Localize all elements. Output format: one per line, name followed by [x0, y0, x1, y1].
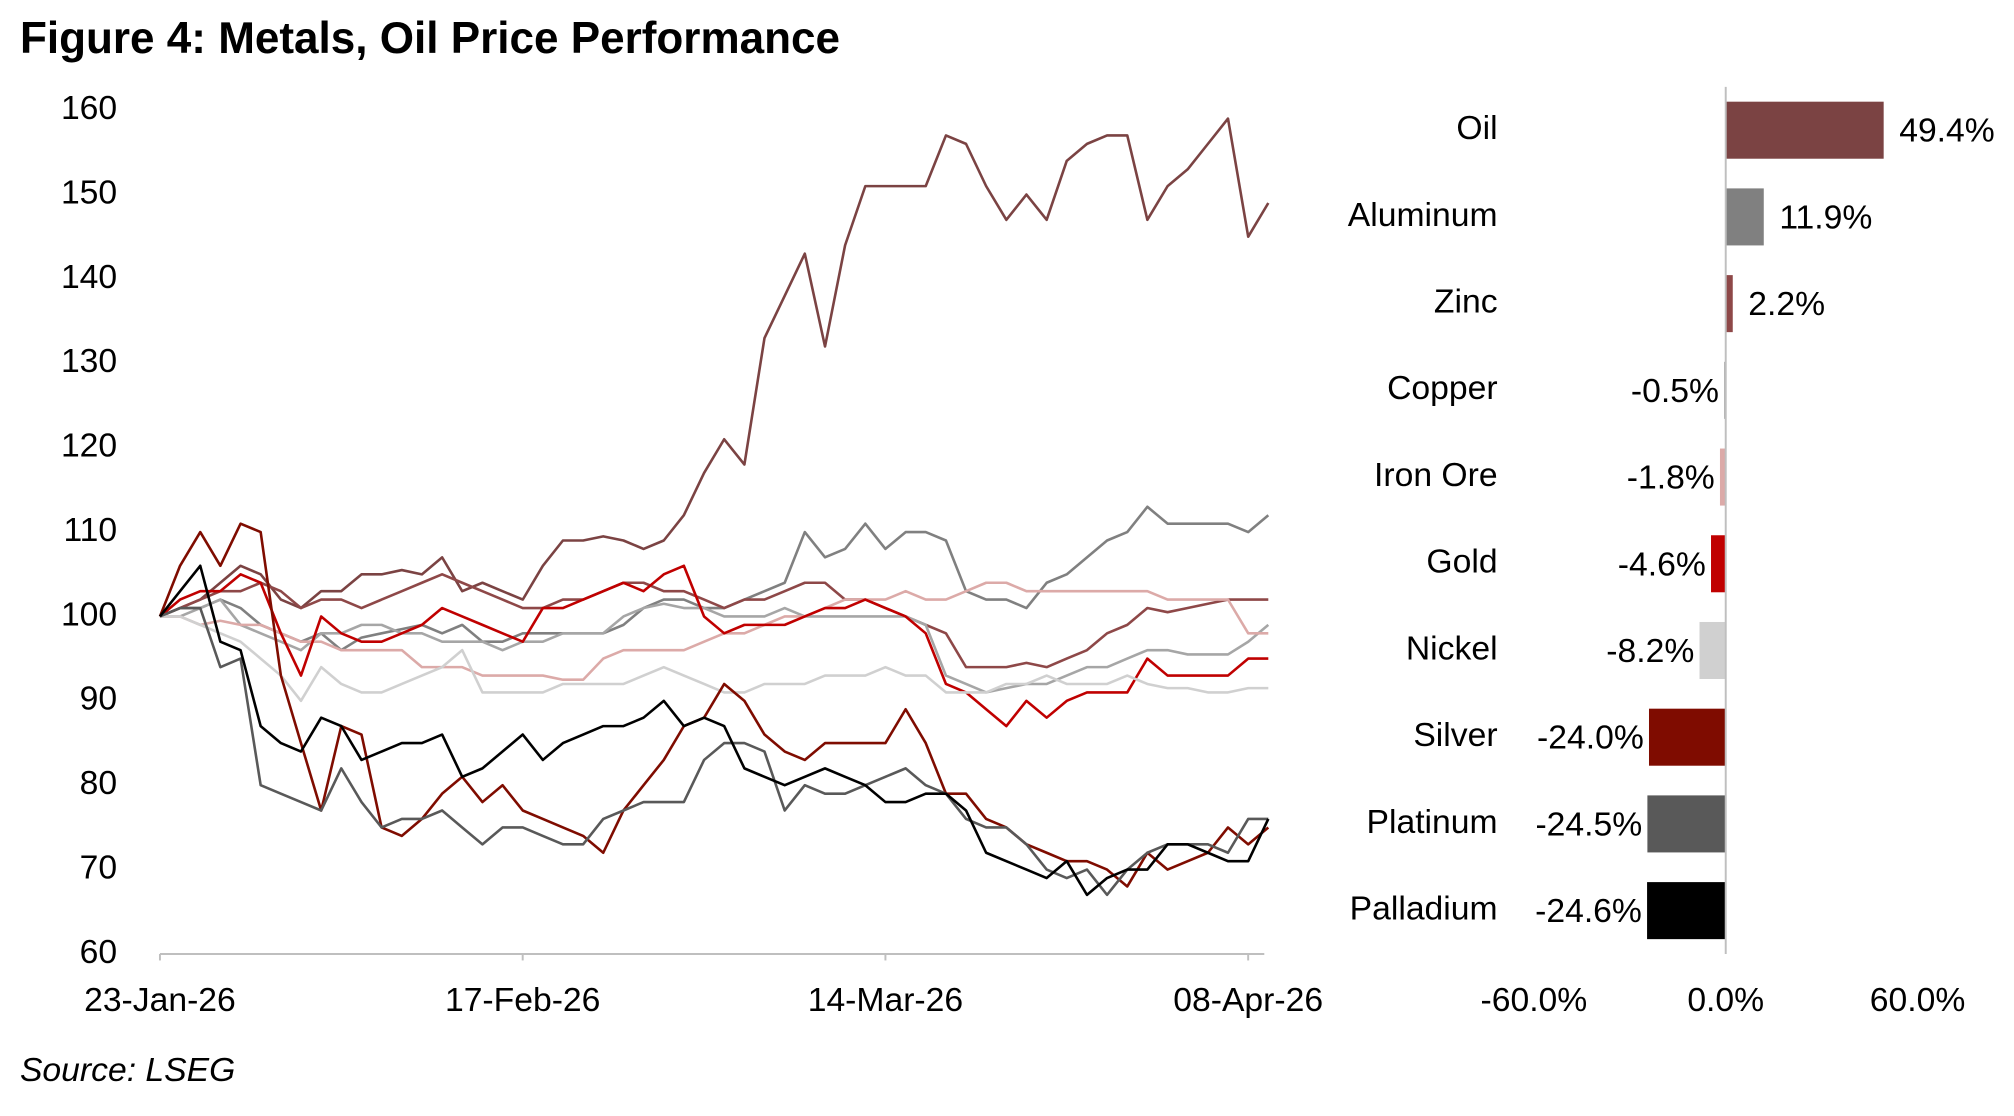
x-tick-label: -60.0% — [1481, 981, 1588, 1019]
value-label: -4.6% — [1618, 545, 1706, 583]
series-line — [159, 564, 1269, 728]
category-label: Gold — [1426, 543, 1497, 581]
value-label: -24.0% — [1537, 719, 1644, 757]
y-tick-label: 80 — [80, 764, 117, 802]
y-tick-label: 110 — [63, 511, 117, 549]
series-line — [159, 117, 1270, 618]
y-tick-label: 160 — [61, 89, 117, 127]
value-label: 2.2% — [1748, 285, 1825, 323]
value-label: -8.2% — [1606, 632, 1694, 670]
series-line — [159, 505, 1270, 652]
category-label: Nickel — [1406, 629, 1498, 667]
y-tick-label: 120 — [61, 427, 117, 465]
series-line — [158, 564, 1270, 897]
bar — [1725, 188, 1764, 246]
bar — [1647, 795, 1726, 853]
x-tick-label: 0.0% — [1687, 981, 1764, 1019]
chart-title: Figure 4: Metals, Oil Price Performance — [20, 14, 840, 63]
category-label: Platinum — [1367, 803, 1498, 841]
value-label: -24.5% — [1535, 805, 1642, 843]
bar — [1719, 448, 1726, 506]
x-tick-label: 14-Mar-26 — [808, 981, 963, 1019]
y-tick-label: 140 — [61, 258, 117, 296]
category-label: Oil — [1456, 109, 1497, 147]
series-line — [159, 598, 1270, 694]
series-line — [159, 573, 1269, 669]
bar — [1725, 275, 1733, 333]
category-label: Silver — [1413, 716, 1497, 754]
series-line — [159, 606, 1269, 897]
bar — [1647, 882, 1726, 940]
value-label: 49.4% — [1899, 112, 1995, 150]
bar — [1699, 621, 1726, 679]
bar — [1648, 708, 1726, 766]
bar — [1725, 101, 1884, 159]
value-label: -0.5% — [1631, 372, 1719, 410]
value-label: -24.6% — [1535, 892, 1642, 930]
category-label: Zinc — [1434, 283, 1498, 321]
y-tick-label: 150 — [61, 173, 117, 211]
series-line — [159, 615, 1269, 703]
value-label: 11.9% — [1779, 198, 1872, 236]
category-label: Iron Ore — [1374, 456, 1498, 494]
x-tick-label: 23-Jan-26 — [84, 981, 236, 1019]
y-tick-label: 130 — [61, 342, 117, 380]
y-tick-label: 70 — [80, 849, 117, 887]
source-note: Source: LSEG — [20, 1051, 235, 1089]
y-tick-label: 100 — [61, 595, 117, 633]
category-label: Palladium — [1350, 890, 1498, 928]
bar — [1711, 535, 1726, 593]
x-tick-label: 17-Feb-26 — [445, 981, 600, 1019]
y-tick-label: 90 — [80, 680, 117, 718]
value-label: -1.8% — [1627, 459, 1715, 497]
y-tick-label: 60 — [80, 933, 117, 971]
category-label: Copper — [1387, 369, 1498, 407]
series-line — [158, 522, 1270, 888]
x-tick-label: 60.0% — [1870, 981, 1966, 1019]
series-line — [159, 581, 1269, 682]
category-label: Aluminum — [1348, 196, 1498, 234]
x-tick-label: 08-Apr-26 — [1173, 981, 1323, 1019]
